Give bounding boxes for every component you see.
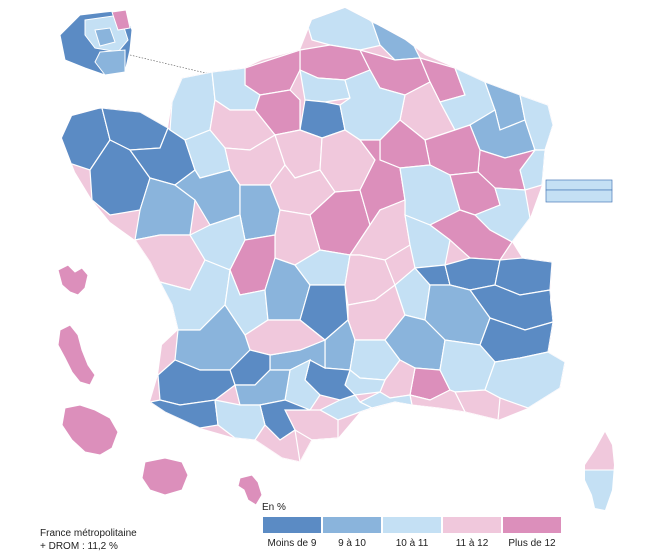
- legend-swatch: [323, 517, 381, 533]
- region-ariege: [254, 424, 301, 462]
- legend-swatch: [503, 517, 561, 533]
- legend-item-9-a-10: 9 à 10: [322, 517, 382, 549]
- legend-label: Moins de 9: [267, 538, 317, 549]
- region-pyrenees-atlantiques: [148, 399, 219, 429]
- legend-item-moins-de-9: Moins de 9: [262, 517, 322, 549]
- guadeloupe: [57, 264, 89, 296]
- region-manche: [169, 71, 216, 141]
- region-aude: [284, 409, 339, 441]
- legend-label: 11 à 12: [455, 538, 489, 549]
- legend-swatch: [263, 517, 321, 533]
- legend-item-11-a-12: 11 à 12: [442, 517, 502, 549]
- legend-unit-label: En %: [262, 502, 286, 513]
- footnote-line-1: France métropolitaine: [40, 528, 137, 539]
- corsica: [585, 432, 614, 510]
- metropolitan-france: [62, 8, 565, 462]
- footnote: France métropolitaine + DROM : 11,2 %: [40, 527, 137, 553]
- legend: Moins de 9 9 à 10 10 à 11 11 à 12 Plus d…: [262, 517, 562, 549]
- footnote-line-2: + DROM : 11,2 %: [40, 541, 118, 552]
- legend-swatch: [443, 517, 501, 533]
- drom-insets: [57, 264, 263, 506]
- legend-swatch: [383, 517, 441, 533]
- legend-item-10-a-11: 10 à 11: [382, 517, 442, 549]
- mayotte: [237, 474, 263, 506]
- legend-label: 9 à 10: [338, 538, 366, 549]
- strasbourg-inset: [545, 179, 613, 203]
- legend-item-plus-de-12: Plus de 12: [502, 517, 562, 549]
- legend-label: 10 à 11: [395, 538, 429, 549]
- martinique: [57, 324, 96, 386]
- paris-inset: [59, 9, 133, 76]
- legend-label: Plus de 12: [508, 538, 556, 549]
- la-reunion: [141, 457, 189, 496]
- guyane: [61, 404, 119, 456]
